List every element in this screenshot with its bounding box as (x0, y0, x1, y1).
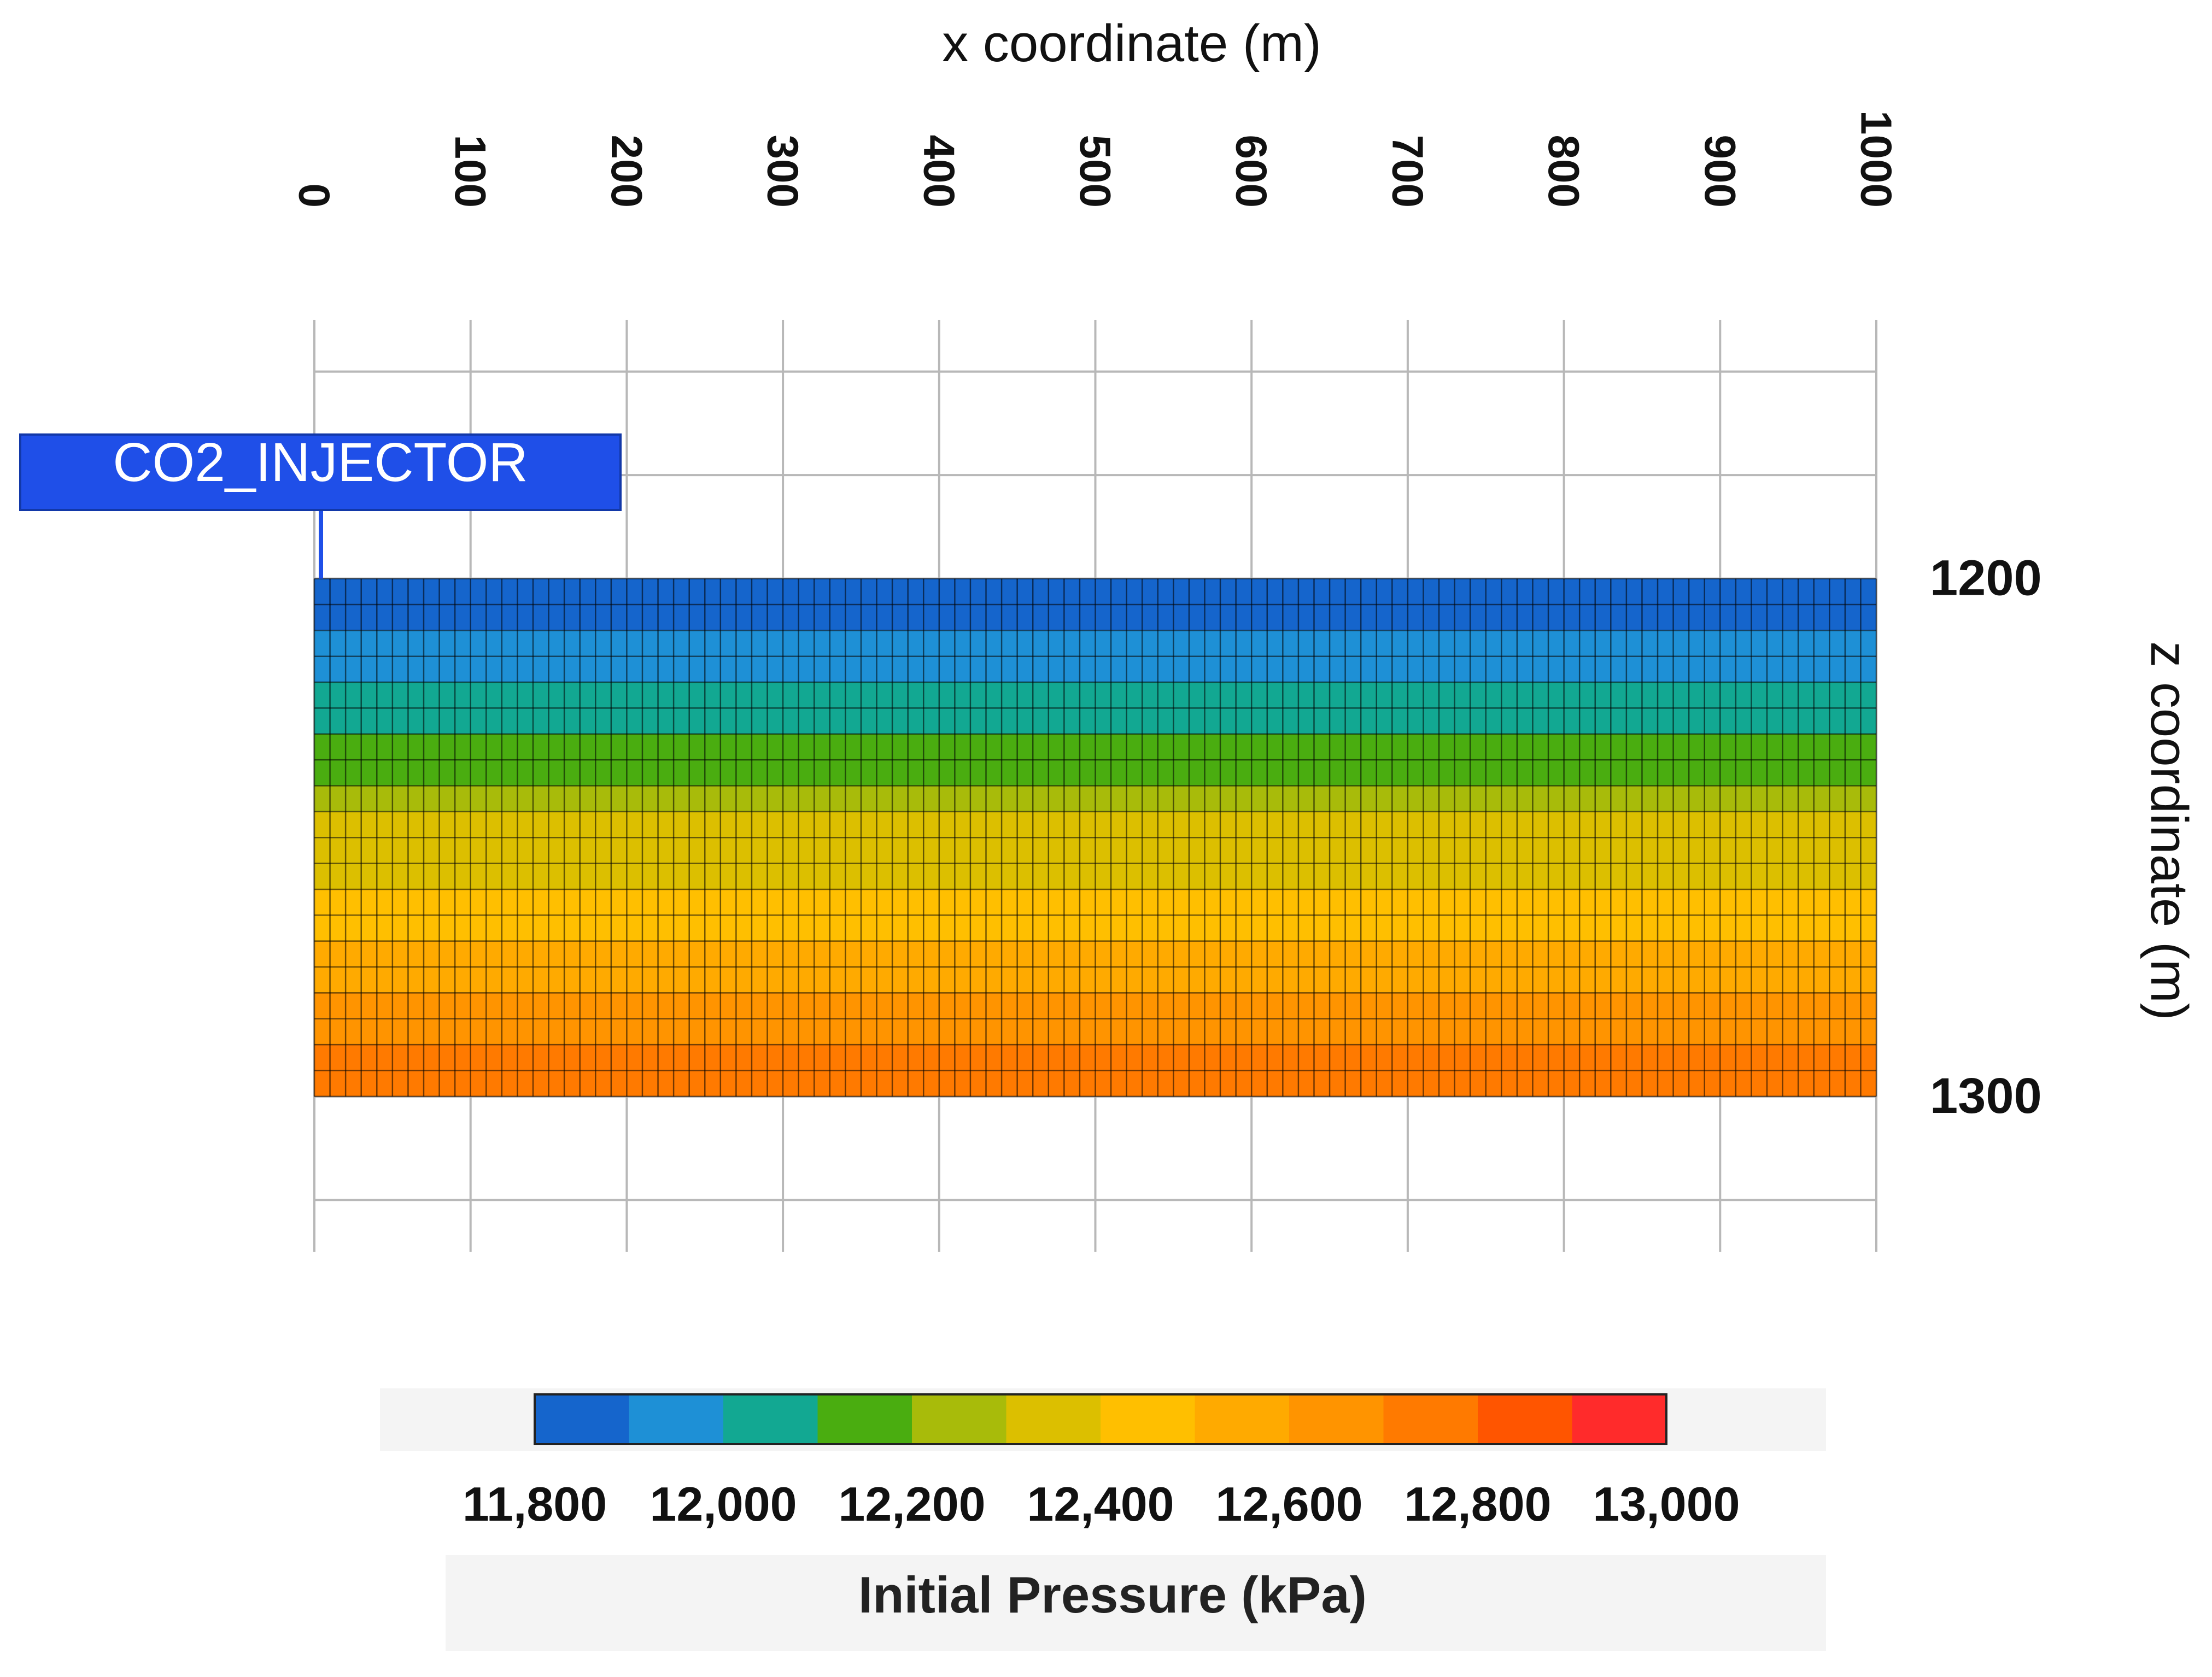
x-tick-label: 300 (759, 135, 807, 208)
colorbar-title-background (446, 1555, 1826, 1651)
x-tick-label: 100 (446, 135, 495, 208)
colorbar-tick-label: 12,400 (1027, 1477, 1174, 1531)
colorbar-swatch (912, 1394, 1006, 1444)
colorbar-swatch (1101, 1394, 1195, 1444)
x-tick-label: 700 (1383, 135, 1432, 208)
colorbar-tick-label: 12,000 (649, 1477, 797, 1531)
x-tick-label: 200 (602, 135, 651, 208)
z-tick-label: 1200 (1930, 550, 2042, 606)
colorbar-swatches (534, 1393, 1667, 1445)
x-tick-label: 900 (1696, 135, 1745, 208)
z-axis-ticks: 1200 1300 (1930, 550, 2042, 1124)
colorbar-border (534, 1393, 1667, 1445)
x-tick-label: 500 (1071, 135, 1120, 208)
colorbar-swatch (723, 1394, 818, 1444)
x-tick-label: 600 (1227, 135, 1276, 208)
colorbar-tick-label: 11,800 (463, 1477, 607, 1531)
colorbar-tick-label: 12,800 (1404, 1477, 1551, 1531)
colorbar-tick-label: 12,600 (1215, 1477, 1362, 1531)
x-tick-label: 0 (290, 184, 339, 208)
x-axis-label: x coordinate (m) (942, 14, 1321, 73)
colorbar-tick-label: 13,000 (1593, 1477, 1740, 1531)
z-axis-label: z coordinate (m) (2140, 641, 2198, 1021)
colorbar-tick-label: 12,200 (838, 1477, 985, 1531)
colorbar-tick-labels: 11,800 12,000 12,200 12,400 12,600 12,800 13,0… (463, 1477, 1740, 1531)
well-label: CO2_INJECTOR (113, 432, 528, 493)
x-tick-label: 400 (915, 135, 963, 208)
x-tick-label: 800 (1540, 135, 1588, 208)
colorbar-swatch (629, 1394, 723, 1444)
colorbar-swatch (817, 1394, 912, 1444)
z-tick-label: 1300 (1930, 1068, 2042, 1124)
colorbar-swatch (1195, 1394, 1289, 1444)
colorbar-swatch (1478, 1394, 1572, 1444)
well-label-box (19, 433, 622, 511)
colorbar-swatch (1383, 1394, 1478, 1444)
colorbar-title: Initial Pressure (kPa) (858, 1566, 1367, 1623)
x-tick-label: 1000 (1852, 110, 1901, 208)
colorbar-swatch (1572, 1394, 1666, 1444)
x-axis-ticks: 0 100 200 300 400 500 600 700 800 900 1000 (290, 110, 1901, 208)
colorbar: 11,800 12,000 12,200 12,400 12,600 12,800 13,0… (380, 1388, 1826, 1651)
colorbar-swatch (1289, 1394, 1384, 1444)
colorbar-swatch (1006, 1394, 1101, 1444)
colorbar-swatch (535, 1394, 629, 1444)
reservoir-cells (313, 578, 1877, 1098)
well-marker: CO2_INJECTOR (19, 432, 622, 579)
